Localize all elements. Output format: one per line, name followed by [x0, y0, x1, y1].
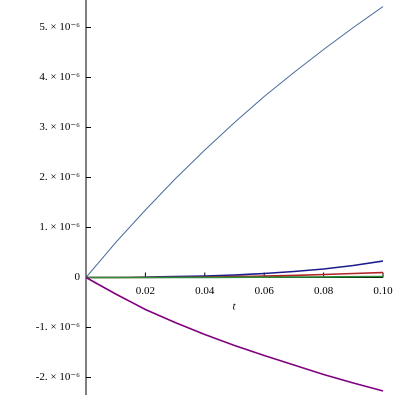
- series-line: [85, 6, 384, 278]
- x-tick-label: 0.02: [136, 285, 155, 297]
- x-tick-label: 0.10: [373, 285, 393, 297]
- x-tick-label: 0.04: [195, 285, 215, 297]
- series-line: [86, 275, 384, 279]
- series-line: [85, 276, 384, 392]
- y-tick-label: 3. × 10⁻⁶: [39, 121, 80, 133]
- x-tick-label: 0.06: [255, 285, 275, 297]
- x-axis-label: t: [232, 301, 236, 313]
- y-tick-label: 2. × 10⁻⁶: [39, 171, 80, 183]
- y-tick-label: 1. × 10⁻⁶: [39, 221, 80, 233]
- y-tick-label: 4. × 10⁻⁶: [39, 71, 80, 83]
- x-tick-label: 0.08: [314, 285, 334, 297]
- y-tick-label: 0: [75, 271, 81, 283]
- y-tick-label: -2. × 10⁻⁶: [36, 371, 80, 383]
- y-tick-label: 5. × 10⁻⁶: [39, 21, 80, 33]
- y-tick-label: -1. × 10⁻⁶: [36, 321, 80, 333]
- series-line: [85, 260, 384, 279]
